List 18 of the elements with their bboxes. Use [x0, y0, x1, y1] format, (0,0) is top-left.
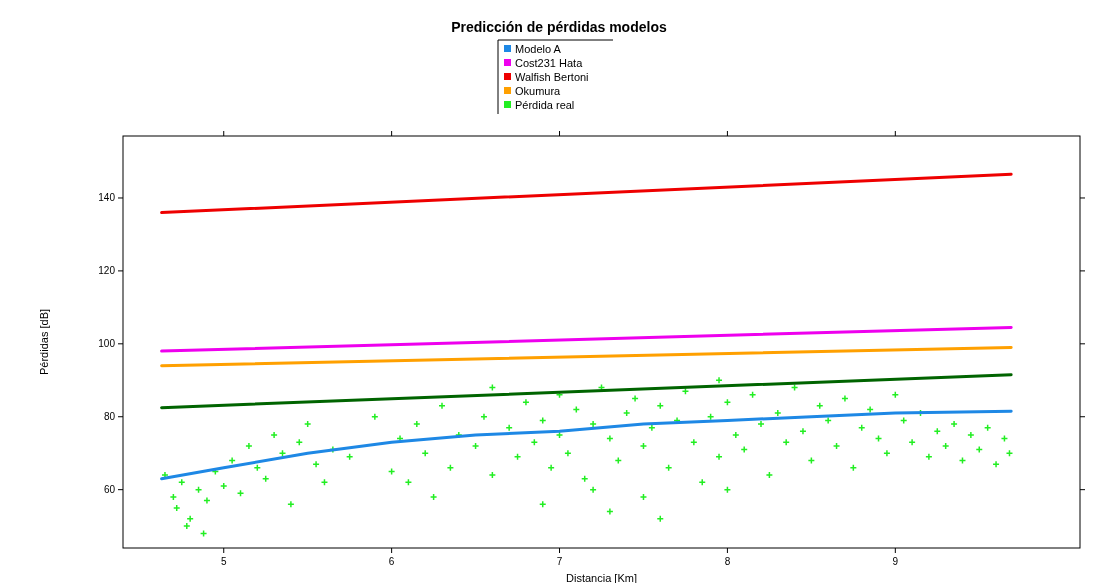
- y-tick-label: 100: [98, 338, 116, 350]
- x-tick-label: 9: [892, 556, 899, 567]
- x-tick-label: 6: [388, 556, 395, 567]
- chart-title: Predicción de pérdidas modelos: [451, 19, 667, 35]
- legend-label: Okumura: [515, 85, 562, 97]
- legend-label: Pérdida real: [515, 99, 575, 111]
- legend-label: Modelo A: [515, 43, 562, 55]
- y-tick-label: 60: [103, 484, 116, 496]
- line-series: [160, 409, 1013, 481]
- y-tick-label: 140: [98, 192, 116, 204]
- legend-label: Cost231 Hata: [515, 57, 584, 69]
- x-tick-label: 8: [724, 556, 731, 567]
- legend-label: Walfish Bertoni: [515, 71, 589, 83]
- y-tick-label: 120: [98, 265, 116, 277]
- x-tick-label: 5: [220, 556, 227, 567]
- y-axis-title: Pérdidas [dB]: [38, 308, 50, 376]
- y-tick-label: 80: [103, 411, 116, 423]
- x-tick-label: 7: [556, 556, 563, 567]
